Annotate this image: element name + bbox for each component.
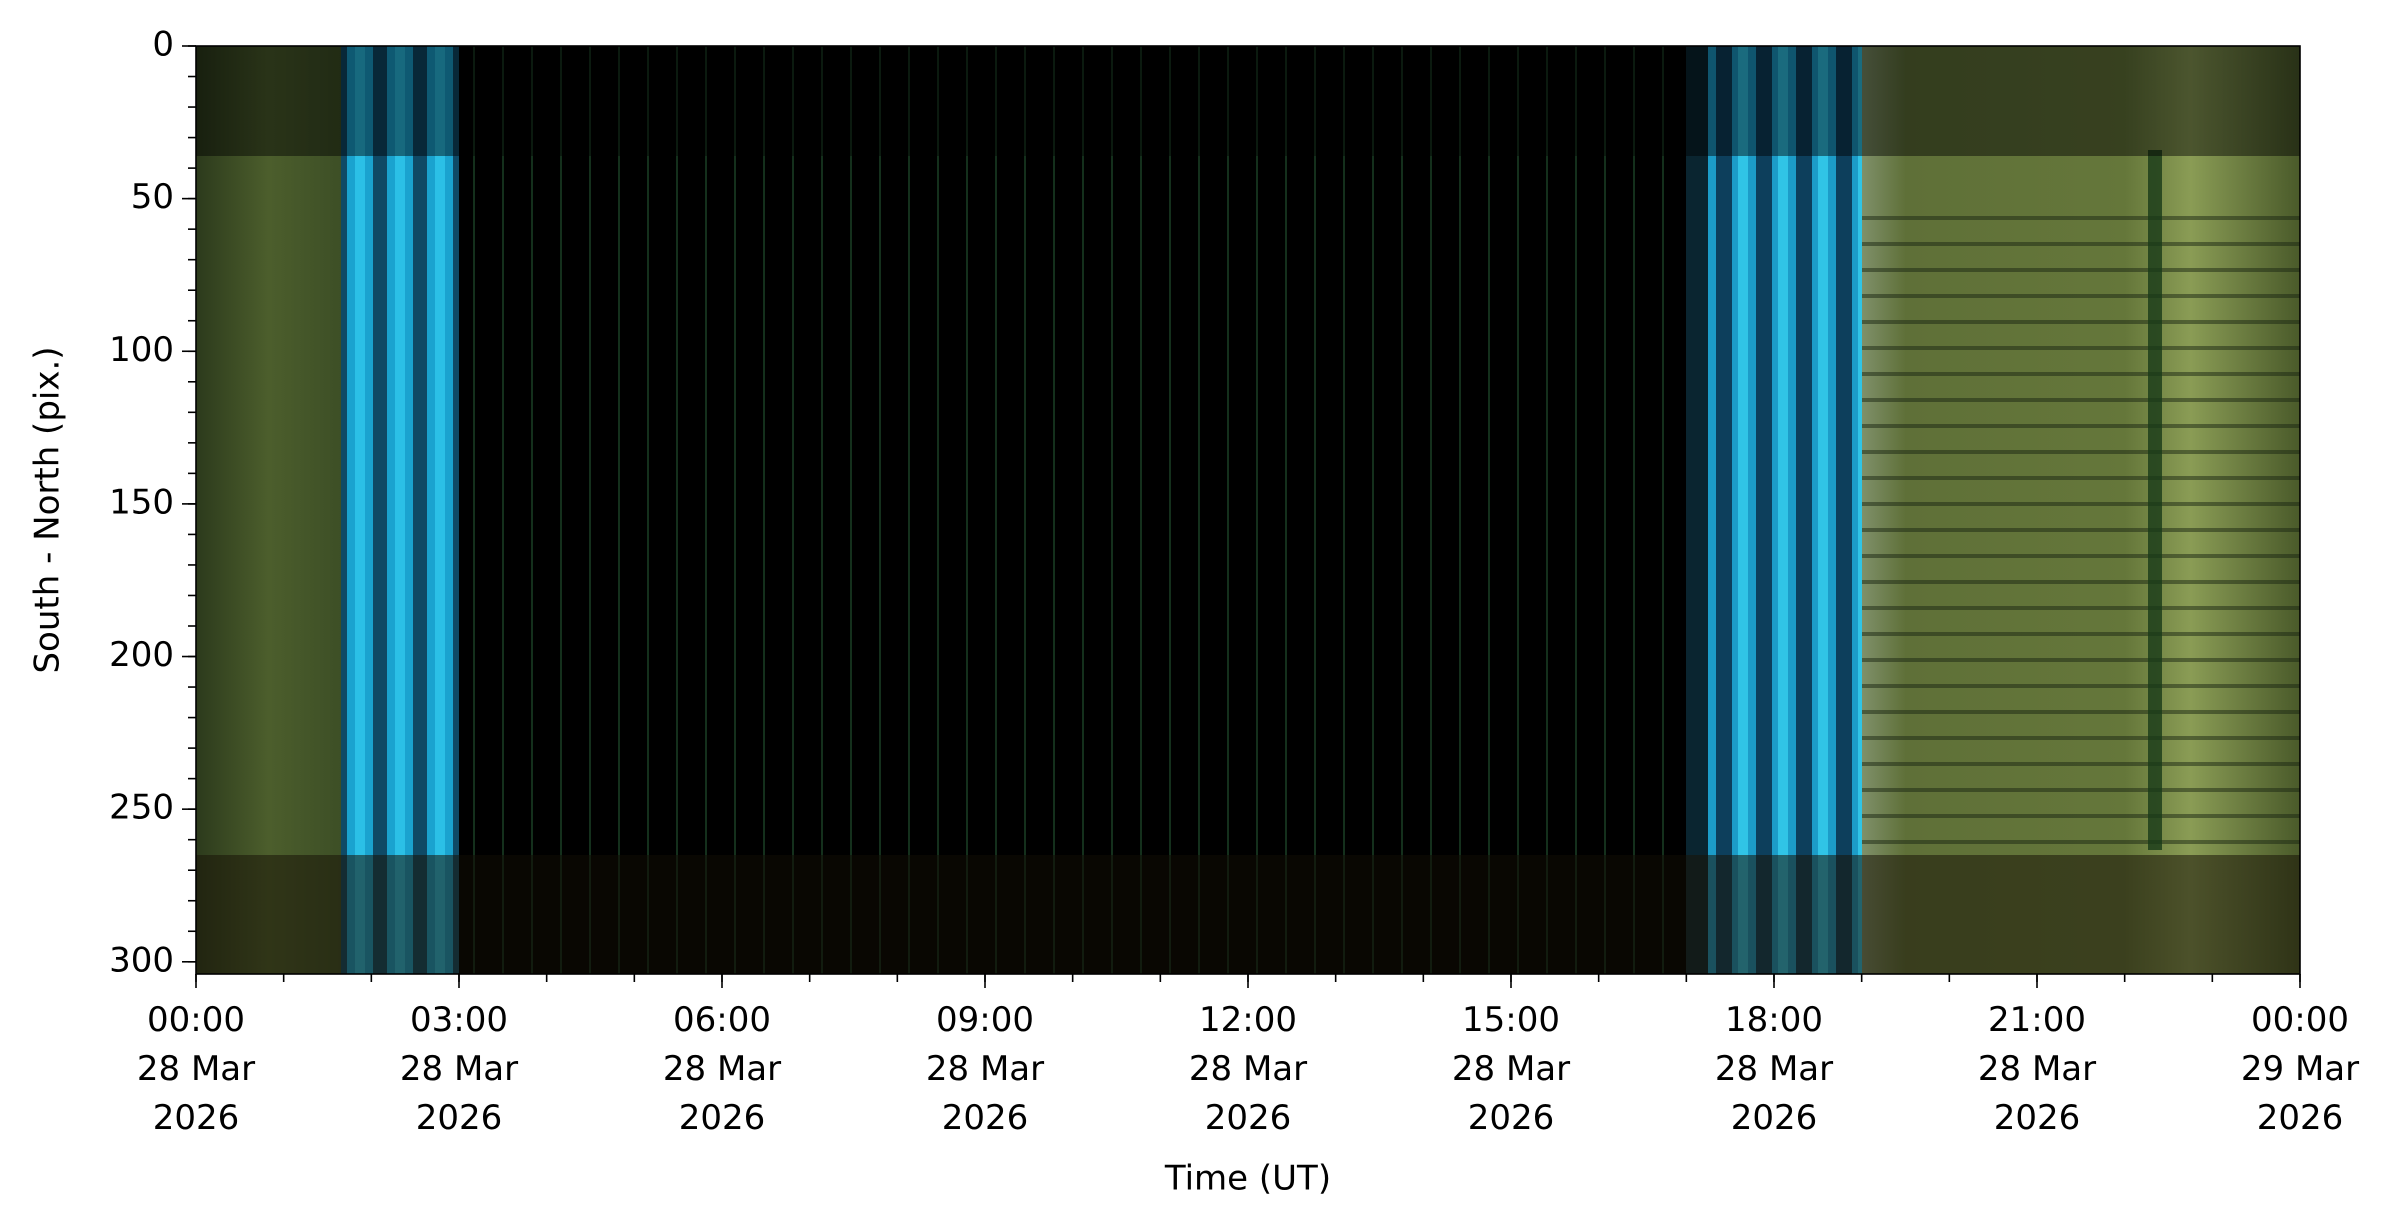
- image-top-band: [196, 46, 2300, 156]
- keogram-image: [196, 46, 2300, 974]
- x-tick-label: 00:00 29 Mar 2026: [2241, 1000, 2359, 1138]
- x-axis-label: Time (UT): [1164, 1159, 1331, 1199]
- x-tick-label: 21:00 28 Mar 2026: [1978, 1000, 2096, 1138]
- x-tick-label: 15:00 28 Mar 2026: [1452, 1000, 1570, 1138]
- y-tick-label: 50: [131, 177, 174, 217]
- y-tick-label: 0: [152, 25, 174, 65]
- image-band: [1686, 46, 1708, 974]
- image-band: [1708, 46, 1862, 974]
- image-night: [459, 46, 1686, 974]
- x-tick-label: 00:00 28 Mar 2026: [137, 1000, 255, 1138]
- image-band: [459, 46, 1686, 974]
- y-tick-label: 250: [109, 788, 174, 828]
- x-tick-label: 18:00 28 Mar 2026: [1715, 1000, 1833, 1138]
- image-band: [196, 46, 341, 974]
- image-streak: [2148, 150, 2162, 850]
- y-axis-label: South - North (pix.): [28, 346, 68, 673]
- y-tick-label: 100: [109, 330, 174, 370]
- y-tick-label: 300: [109, 940, 174, 980]
- x-tick-label: 06:00 28 Mar 2026: [663, 1000, 781, 1138]
- y-tick-label: 150: [109, 482, 174, 522]
- y-tick-label: 200: [109, 635, 174, 675]
- image-band: [341, 46, 459, 974]
- x-tick-label: 12:00 28 Mar 2026: [1189, 1000, 1307, 1138]
- x-tick-label: 03:00 28 Mar 2026: [400, 1000, 518, 1138]
- x-tick-label: 09:00 28 Mar 2026: [926, 1000, 1044, 1138]
- image-texture: [1862, 200, 2300, 860]
- image-bottom-band: [196, 855, 2300, 974]
